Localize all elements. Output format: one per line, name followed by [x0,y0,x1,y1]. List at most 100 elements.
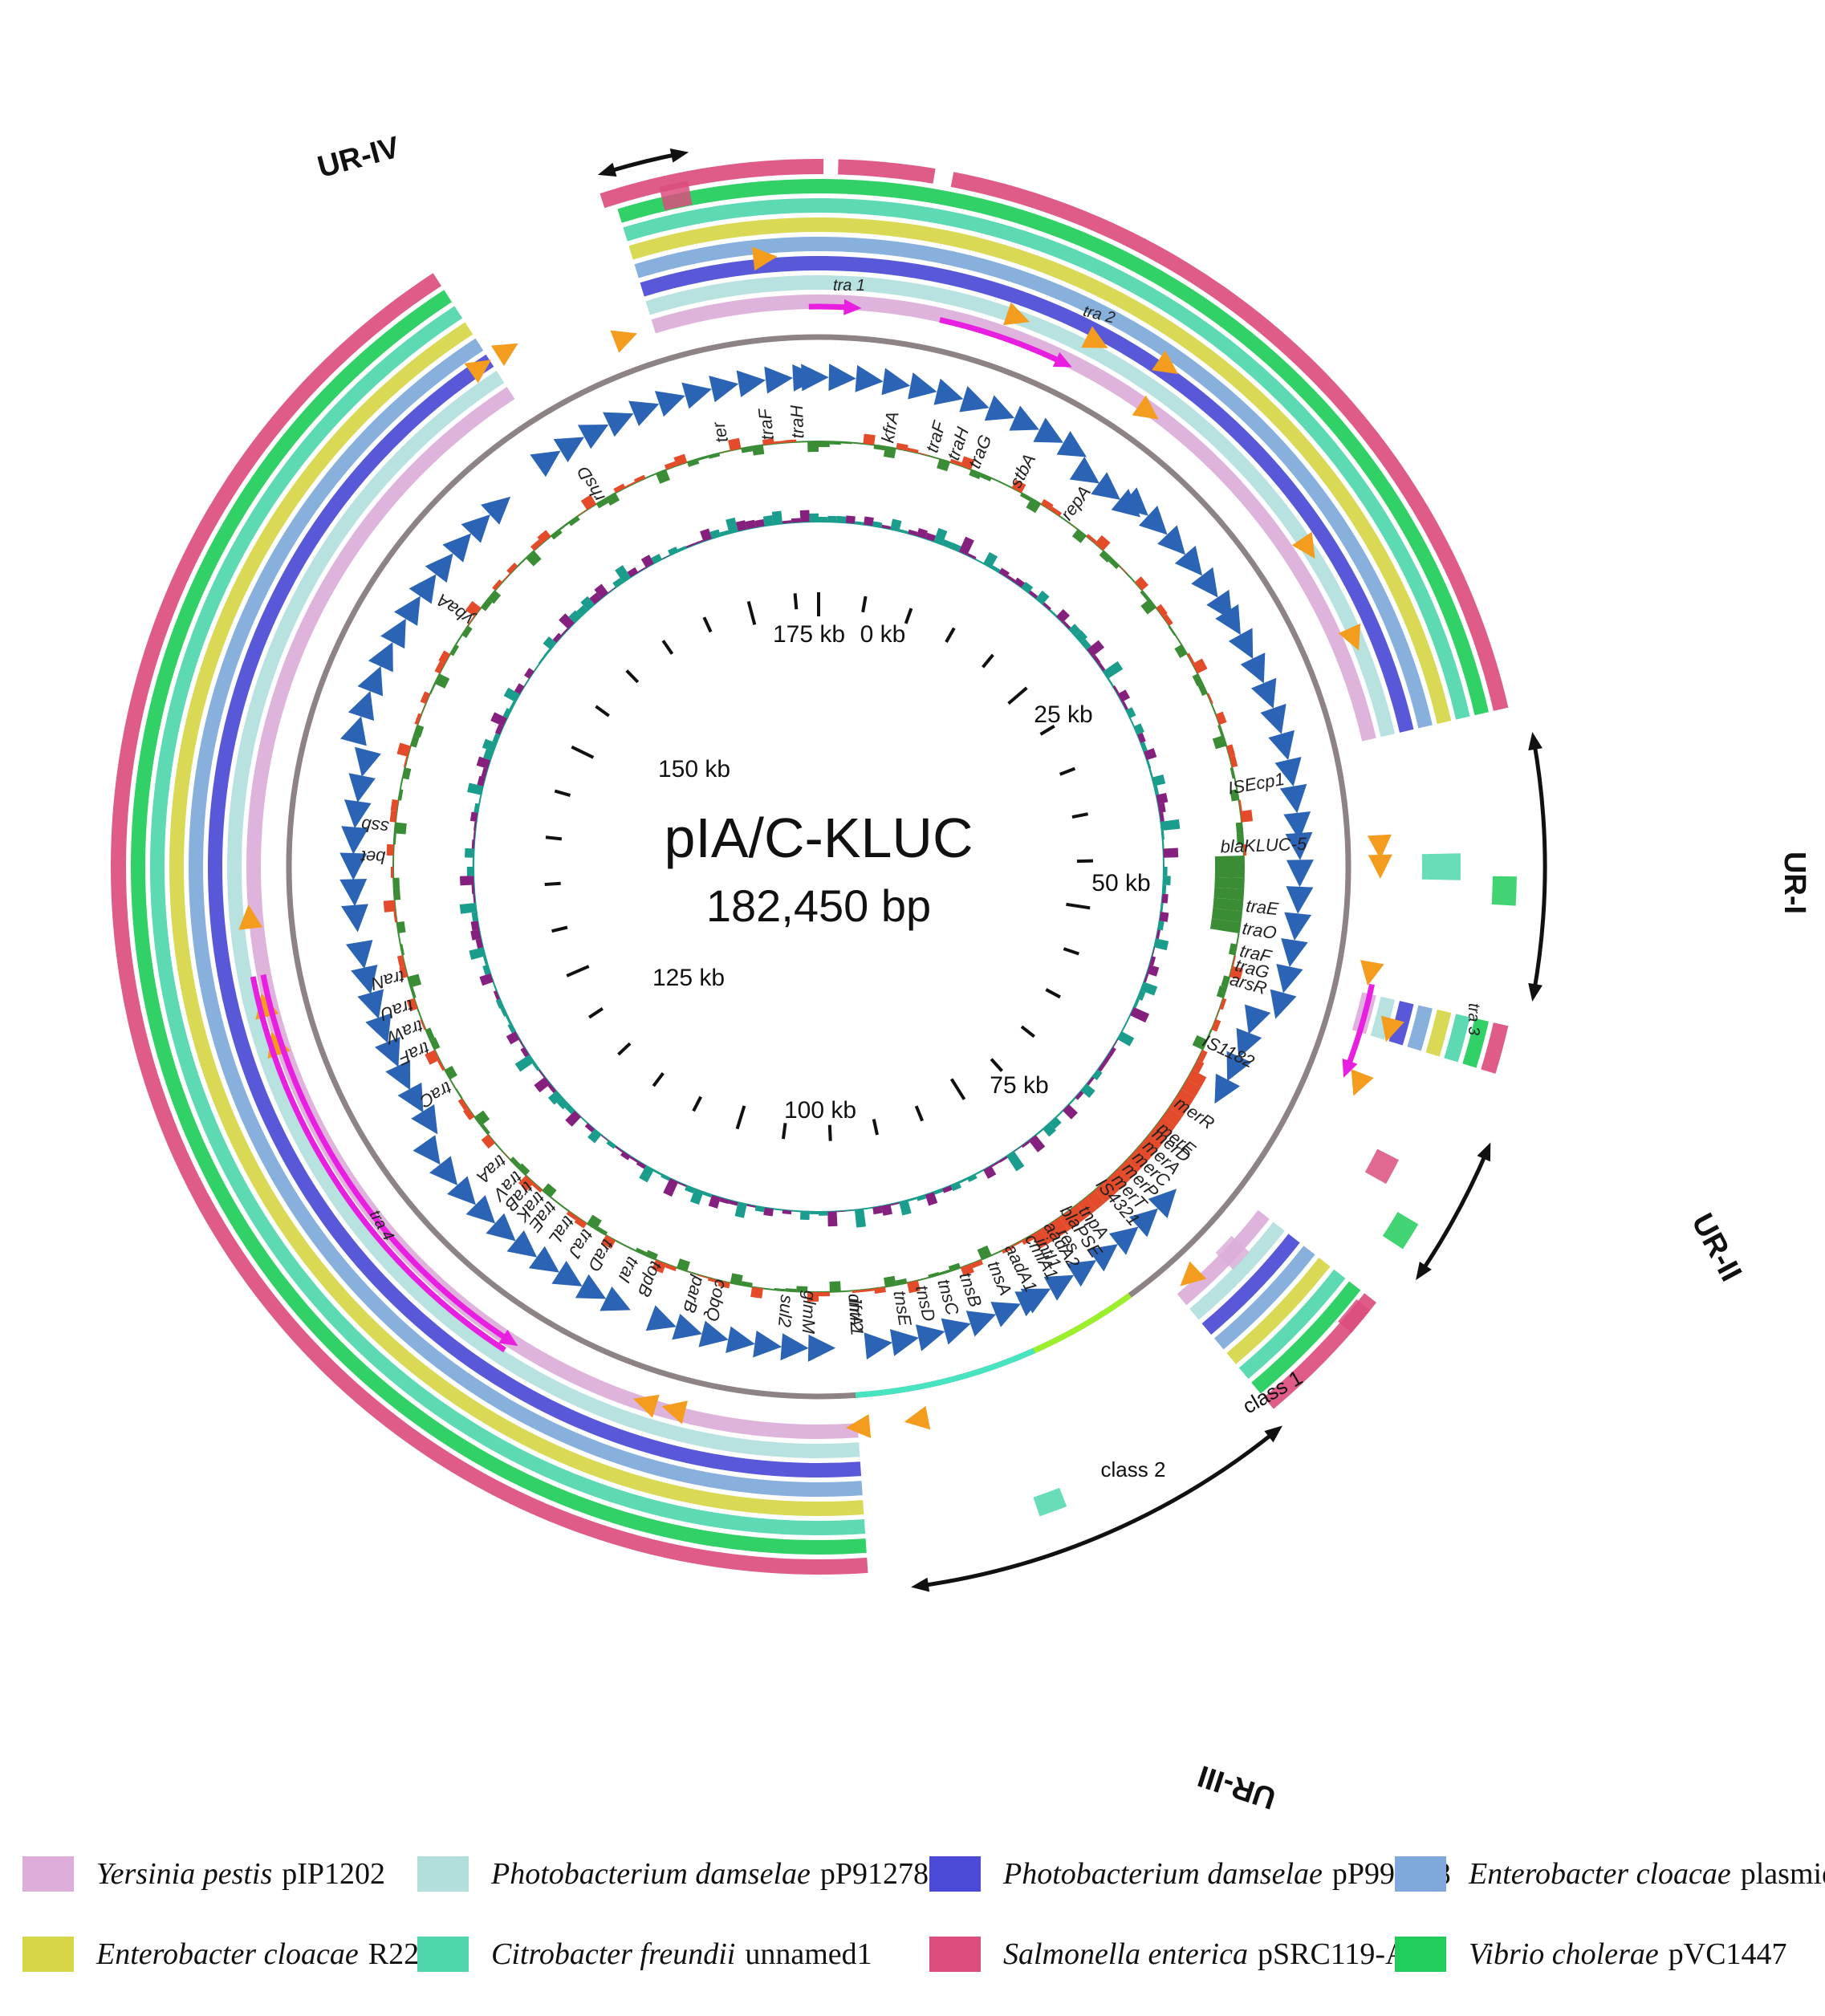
gc-bar [492,579,503,591]
gc-bar [1232,955,1237,967]
mobile-element-arrow [238,904,263,930]
gc-skew-bar [1028,590,1039,599]
gc-bar [960,1263,974,1277]
gc-skew-bar [1068,624,1081,636]
cds-arrow [341,826,369,855]
gc-bar [1127,1151,1147,1171]
gc-bar [1175,635,1181,645]
gc-skew-bar [1063,620,1071,630]
gc-bar [907,1280,921,1294]
gc-skew-bar [958,1178,968,1184]
gc-skew-bar [600,1135,609,1142]
gc-skew-bar [1080,639,1091,650]
gc-skew-bar [467,782,483,795]
cds-arrow [1226,1051,1252,1082]
gc-skew-bar [1160,902,1164,912]
gc-bar [420,1018,426,1030]
transfer-region-arrowhead [1342,1058,1358,1078]
gc-skew-bar [908,1197,917,1202]
gc-bar [1212,735,1227,750]
gc-bar [1095,1182,1115,1203]
gc-skew-bar [983,551,998,568]
gc-skew-bar [568,610,582,623]
gc-bar [762,438,774,445]
cds-arrow [339,852,368,880]
gene-label: sul2 [774,1294,797,1327]
gc-skew-bar [685,543,695,548]
cds-arrow [709,376,739,403]
gc-bar [445,1065,457,1079]
gc-bar [884,1275,896,1287]
gc-skew-bar [933,1189,944,1195]
gc-bar [673,453,688,466]
gc-skew-bar [881,1204,892,1216]
gc-bar [474,1110,490,1126]
gc-bar [977,1245,992,1260]
gc-bar [840,1290,852,1292]
gc-skew-bar [728,1200,738,1206]
gc-bar [410,735,420,748]
scale-tick [551,925,568,933]
cds-arrow [645,1305,677,1331]
gc-skew-bar [1157,803,1166,813]
legend-species: Yersinia pestis [96,1857,273,1891]
gc-skew-bar [606,1140,616,1149]
transfer-region-arrowhead [843,299,862,315]
legend-plasmid: plasmid:I [1740,1857,1825,1891]
gc-skew-bar [763,1207,774,1217]
gc-skew-bar [1103,660,1124,679]
gc-bar [393,911,397,923]
gc-bar [559,522,570,530]
gc-bar [896,442,908,451]
cds-arrow [1281,937,1308,967]
gc-skew-bar [975,559,984,564]
scale-tick [1007,686,1028,705]
gc-bar [969,469,982,480]
legend-species: Photobacterium damselae [491,1857,811,1891]
gc-skew-bar [473,830,476,840]
gc-content-track [383,433,1253,1302]
gc-bar [1162,1108,1183,1127]
gc-skew-bar [564,1104,575,1115]
gc-skew-bar [809,1211,819,1214]
gc-skew-bar [899,529,908,534]
cds-arrow [357,666,384,697]
gc-bar [465,600,482,617]
mobile-element-arrow [1360,960,1384,986]
scale-tick [872,1119,879,1136]
ring-fragment [1033,1487,1067,1517]
scale-label-125kb: 125 kb [652,965,725,991]
mobile-element-arrow [1291,531,1315,559]
gc-bar [1230,767,1235,779]
cds-arrow [628,400,660,426]
gc-skew-bar [1092,654,1101,665]
scale-tick [1063,947,1079,956]
gc-bar [664,461,677,470]
gc-skew-bar [594,583,609,599]
gc-skew-bar [685,1185,695,1194]
gc-bar [907,447,919,453]
scale-tick [545,835,563,841]
gc-bar [1168,625,1176,636]
gc-bar [1214,867,1244,878]
gc-bar [762,1288,774,1290]
gc-bar [707,1277,720,1283]
gc-bar [394,822,407,835]
gc-skew-bar [552,632,563,643]
gc-bar [1050,1217,1069,1238]
cds-arrow [600,1286,631,1311]
gc-bar [1119,565,1128,575]
gc-bar [741,446,753,453]
gc-skew-bar [1154,785,1160,795]
cds-arrow [413,1135,441,1165]
cds-arrow [1128,1208,1158,1238]
cds-arrow [481,496,511,525]
gc-skew-bar [523,668,534,679]
transfer-region-arc [939,317,1066,366]
gc-skew-bar [651,553,662,564]
gc-skew-bar [1075,630,1088,643]
cds-arrow [577,424,609,449]
gc-skew-bar [1068,1097,1076,1105]
scale-tick [1045,988,1061,999]
gc-skew-bar [1162,884,1167,895]
